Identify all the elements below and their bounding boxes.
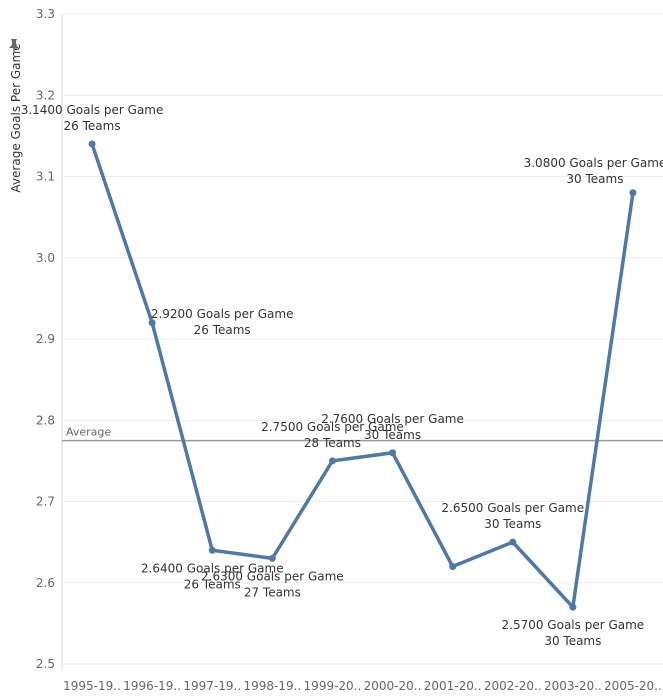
data-point [208, 546, 216, 554]
reference-line-group: Average [62, 426, 663, 442]
point-labels: 3.1400 Goals per Game 26 Teams 2.9200 Goal… [21, 103, 663, 648]
point-label-value: 2.7500 Goals per Game [261, 420, 404, 434]
data-point [88, 140, 96, 148]
data-point [629, 189, 637, 197]
point-label-teams: 30 Teams [484, 517, 541, 531]
y-tick-label: 3.2 [36, 88, 55, 102]
y-tick-label: 2.7 [36, 495, 55, 509]
data-point [268, 554, 276, 562]
point-label-value: 2.9200 Goals per Game [151, 307, 294, 321]
x-tick-label: 2000-20.. [364, 679, 422, 693]
point-label-teams: 26 Teams [64, 119, 121, 133]
x-axis-ticks: 1995-19.. 1996-19.. 1997-19.. 1998-19.. 1999… [63, 679, 662, 693]
y-tick-label: 2.8 [36, 413, 55, 427]
point-label-teams: 28 Teams [304, 436, 361, 450]
point-label-value: 2.6400 Goals per Game [141, 561, 284, 575]
point-label-teams: 30 Teams [566, 172, 623, 186]
y-axis-ticks: 2.5 2.6 2.7 2.8 2.9 3.0 3.1 3.2 3.3 [36, 7, 55, 671]
y-tick-label: 3.0 [36, 251, 55, 265]
point-label-value: 3.1400 Goals per Game [21, 103, 164, 117]
point-label-teams: 27 Teams [244, 585, 301, 599]
y-tick-label: 3.1 [36, 170, 55, 184]
point-label-teams: 26 Teams [184, 577, 241, 591]
x-tick-label: 1995-19.. [63, 679, 121, 693]
x-tick-label: 2003-20.. [544, 679, 602, 693]
series-line [90, 142, 635, 609]
gridlines [61, 13, 663, 670]
point-label-teams: 26 Teams [194, 323, 251, 337]
data-point [569, 603, 577, 611]
point-label-teams: 30 Teams [364, 428, 421, 442]
data-point [509, 538, 517, 546]
point-label-value: 3.0800 Goals per Game [524, 156, 663, 170]
x-tick-label: 2002-20.. [484, 679, 542, 693]
series-group [88, 140, 637, 611]
point-label-value: 2.7600 Goals per Game [321, 412, 464, 426]
point-label-value: 2.6300 Goals per Game [201, 569, 344, 583]
x-tick-label: 2005-20.. [604, 679, 662, 693]
y-tick-label: 3.3 [36, 7, 55, 21]
data-point [148, 319, 156, 327]
data-point [328, 457, 336, 465]
y-tick-label: 2.9 [36, 332, 55, 346]
x-tick-label: 1996-19.. [123, 679, 181, 693]
y-axis-title: Average Goals Per Game [9, 43, 23, 192]
x-tick-label: 2001-20.. [424, 679, 482, 693]
point-label-value: 2.5700 Goals per Game [502, 618, 645, 632]
data-point [449, 563, 457, 570]
x-tick-label: 1998-19.. [243, 679, 301, 693]
y-tick-label: 2.5 [36, 657, 55, 671]
x-tick-label: 1999-20.. [304, 679, 362, 693]
point-label-value: 2.6500 Goals per Game [441, 501, 584, 515]
reference-line-label: Average [66, 426, 111, 439]
y-tick-label: 2.6 [36, 576, 55, 590]
pin-icon[interactable] [7, 38, 21, 54]
x-tick-label: 1997-19.. [183, 679, 241, 693]
data-point [389, 449, 397, 457]
point-label-teams: 30 Teams [544, 634, 601, 648]
